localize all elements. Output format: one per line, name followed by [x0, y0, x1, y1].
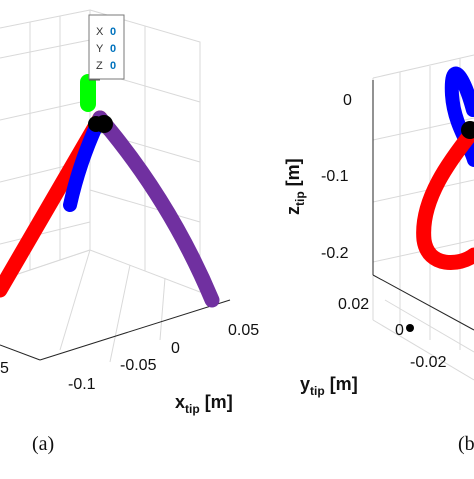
panel-a-series: [0, 74, 220, 308]
x-axis-label: xtip [m]: [175, 392, 233, 416]
panel-a-ticks: 5 -0.1 -0.05 0 0.05: [0, 322, 259, 393]
datatip-x-label: X: [96, 26, 104, 38]
panel-a-axes-box: [0, 299, 231, 361]
series-purple-arm: [92, 110, 220, 308]
datatip-y-label: Y: [96, 43, 104, 55]
datatip-box: [88, 14, 125, 80]
series-black-joint: [461, 121, 474, 139]
panel-b-caption: (b: [458, 433, 474, 455]
tick-label: -0.1: [68, 376, 96, 393]
z-axis-label: ztip [m]: [283, 158, 307, 215]
datatip-x-value: 0: [110, 26, 116, 38]
datatip-y-value: 0: [110, 43, 116, 55]
panel-b-series: [406, 66, 474, 332]
series-red-loop: [416, 122, 474, 270]
datatip-z-label: Z: [96, 60, 103, 72]
panel-b-ticks: 0 -0.1 -0.2 0.02 0 -0.02: [321, 92, 447, 371]
datatip[interactable]: X 0 Y 0 Z 0: [88, 14, 125, 81]
panel-b-axes-box: [372, 80, 474, 331]
datatip-z-value: 0: [110, 60, 116, 72]
tick-label: 0.05: [228, 322, 259, 339]
tick-label: -0.05: [120, 357, 157, 374]
tick-label: 0: [343, 92, 352, 109]
series-black-point: [406, 324, 414, 332]
tick-label: -0.2: [321, 245, 349, 262]
tick-label: 0.02: [338, 296, 369, 313]
tick-label: 0: [171, 340, 180, 357]
tick-label: -0.02: [410, 354, 447, 371]
tick-label: -0.1: [321, 168, 349, 185]
series-black-joint: [88, 116, 104, 132]
panel-a-caption: (a): [32, 433, 54, 455]
tick-label: 0: [395, 322, 404, 339]
tick-label: 5: [0, 360, 9, 377]
y-axis-label: ytip [m]: [300, 374, 358, 398]
